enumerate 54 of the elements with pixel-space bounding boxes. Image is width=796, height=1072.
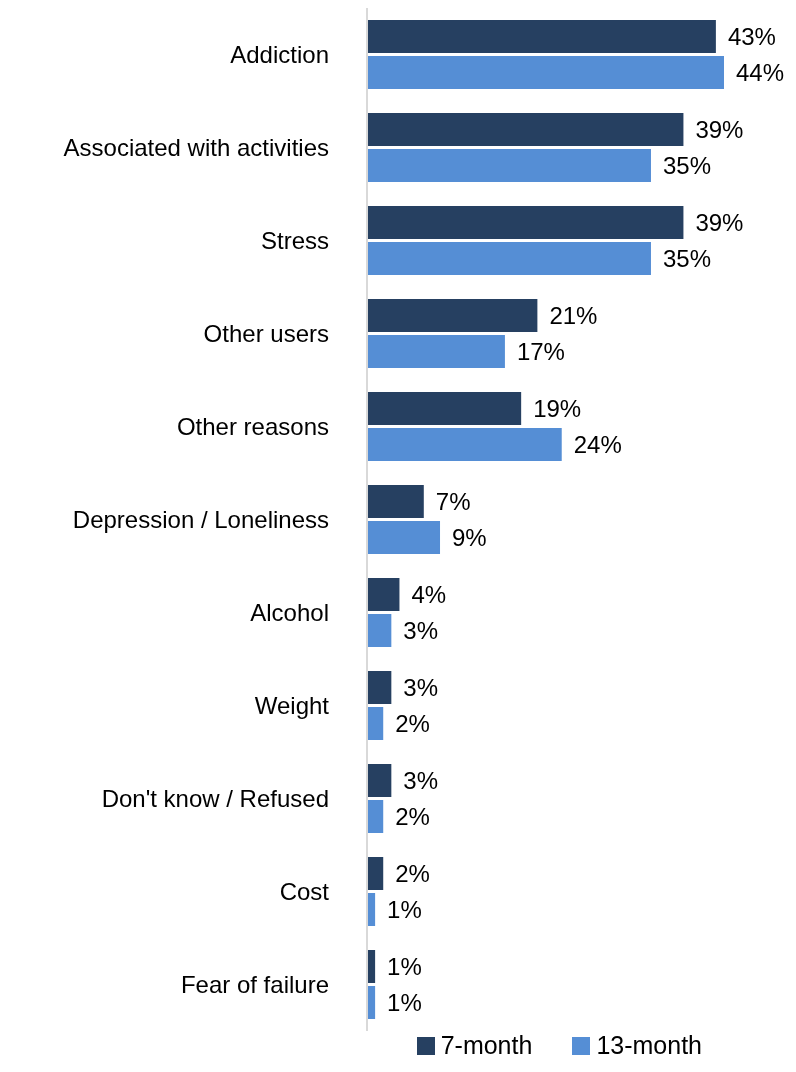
data-label: 43% — [727, 23, 776, 50]
bar — [367, 764, 392, 797]
data-label: 3% — [403, 674, 439, 701]
bar — [367, 392, 522, 425]
data-label: 1% — [387, 953, 422, 980]
y-tick-label: Alcohol — [250, 599, 329, 626]
legend-label: 13-month — [596, 1031, 702, 1060]
data-label: 21% — [549, 302, 598, 329]
bar — [367, 206, 684, 239]
data-label: 17% — [516, 338, 565, 365]
data-label: 9% — [452, 524, 487, 551]
data-label: 2% — [395, 860, 430, 887]
data-label: 44% — [736, 59, 785, 86]
y-tick-label: Associated with activities — [63, 134, 329, 161]
data-label: 35% — [662, 152, 712, 179]
y-tick-label: Other users — [203, 320, 329, 347]
bar — [367, 614, 392, 647]
y-tick-label: Addiction — [230, 41, 329, 68]
data-label: 2% — [395, 710, 430, 737]
bar — [367, 335, 505, 368]
bar — [367, 20, 716, 53]
bar — [367, 578, 400, 611]
bar — [367, 485, 424, 518]
bar — [367, 113, 684, 146]
y-tick-label: Stress — [260, 227, 329, 254]
bar — [367, 671, 392, 704]
data-label: 39% — [695, 116, 744, 143]
data-label: 3% — [403, 617, 439, 644]
data-label: 4% — [411, 581, 447, 608]
y-tick-label: Weight — [254, 692, 330, 719]
data-label: 39% — [695, 209, 744, 236]
bar — [367, 299, 538, 332]
bar — [367, 521, 441, 554]
y-tick-label: Fear of failure — [180, 971, 329, 998]
y-tick-label: Cost — [279, 878, 330, 905]
data-label: 19% — [533, 395, 582, 422]
bar — [367, 56, 724, 89]
bar — [367, 707, 384, 740]
y-tick-label: Other reasons — [176, 413, 329, 440]
bar — [367, 800, 384, 833]
data-label: 24% — [573, 431, 622, 458]
data-label: 35% — [662, 245, 712, 272]
data-label: 2% — [395, 803, 430, 830]
y-tick-label: Don't know / Refused — [101, 785, 329, 812]
data-label: 1% — [387, 896, 422, 923]
data-label: 7% — [435, 488, 471, 515]
legend-label: 7-month — [440, 1031, 533, 1060]
y-tick-label: Depression / Loneliness — [72, 506, 329, 533]
bar — [367, 149, 651, 182]
bar — [367, 857, 384, 890]
data-label: 3% — [403, 767, 439, 794]
bar — [367, 428, 562, 461]
bar — [367, 242, 651, 275]
data-label: 1% — [387, 989, 422, 1016]
